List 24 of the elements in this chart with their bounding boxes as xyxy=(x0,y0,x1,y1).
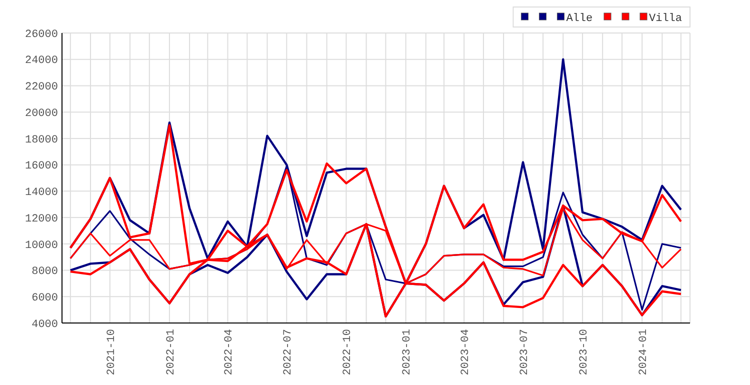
legend-label: Alle xyxy=(566,12,593,25)
y-tick-label: 4000 xyxy=(32,318,58,331)
y-tick-label: 20000 xyxy=(24,108,58,120)
y-tick-label: 24000 xyxy=(24,55,58,68)
y-tick-label: 22000 xyxy=(24,82,58,94)
y-tick-label: 14000 xyxy=(24,187,58,200)
x-tick-label: 2022-04 xyxy=(224,328,236,376)
x-tick-label: 2022-01 xyxy=(165,328,178,376)
x-tick-label: 2023-10 xyxy=(578,329,590,376)
x-tick-label: 2021-10 xyxy=(106,329,118,376)
x-tick-label: 2023-04 xyxy=(460,328,472,376)
x-tick-label: 2022-10 xyxy=(342,329,354,376)
y-tick-label: 18000 xyxy=(24,134,58,146)
y-tick-label: 26000 xyxy=(24,28,58,41)
y-tick-label: 12000 xyxy=(24,213,58,226)
x-tick-label: 2023-07 xyxy=(518,329,531,376)
y-tick-label: 16000 xyxy=(24,160,58,173)
y-tick-label: 8000 xyxy=(32,266,58,278)
legend-label: Villa xyxy=(649,12,682,25)
x-tick-label: 2022-07 xyxy=(282,329,295,376)
y-tick-label: 10000 xyxy=(24,240,58,252)
x-tick-label: 2023-01 xyxy=(402,328,414,376)
x-tick-label: 2024-01 xyxy=(638,328,650,376)
y-tick-label: 6000 xyxy=(32,292,58,304)
